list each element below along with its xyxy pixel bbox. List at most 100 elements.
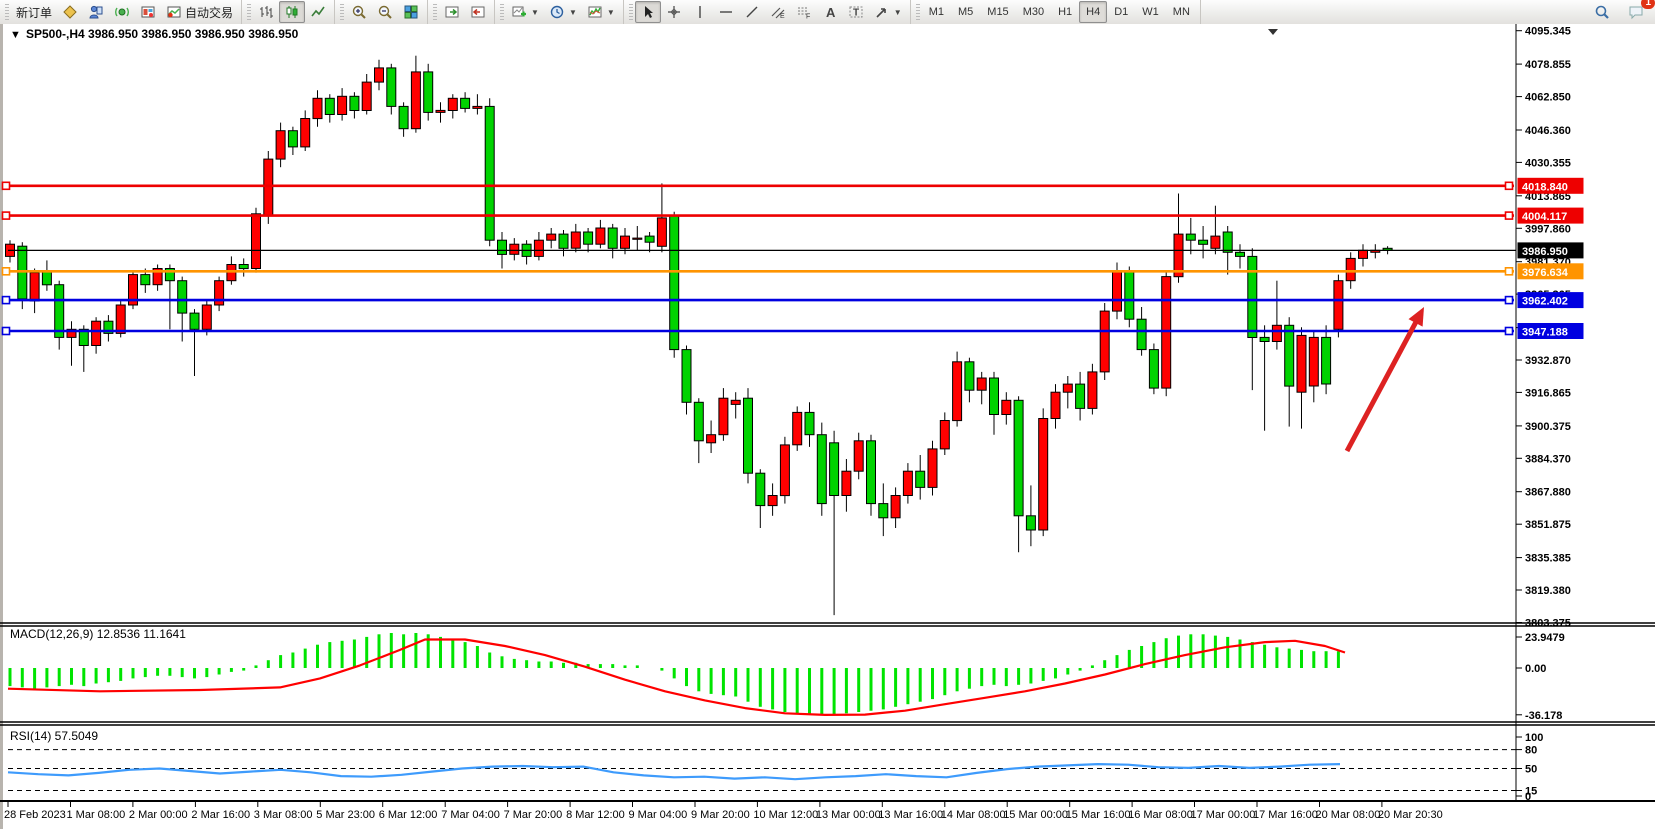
candle: [164, 268, 175, 282]
timeframe-D1-button[interactable]: D1: [1114, 6, 1129, 18]
price-levels[interactable]: [1, 181, 1517, 336]
line-anchor[interactable]: [1, 295, 11, 305]
auto-scroll-button[interactable]: [439, 1, 465, 23]
search-button[interactable]: [1589, 1, 1615, 23]
drag-handle[interactable]: [915, 4, 920, 20]
date-tick-label: 16 Mar 08:00: [1128, 809, 1193, 821]
collapse-triangle-icon[interactable]: ▼: [10, 29, 21, 41]
arrows-button[interactable]: ▼: [869, 1, 907, 23]
timeframe-M30-button[interactable]: M30: [1022, 6, 1045, 18]
candle: [324, 97, 335, 116]
text-button[interactable]: A: [817, 1, 843, 23]
chevron-down-icon[interactable]: ▼: [893, 7, 902, 17]
market-watch-button[interactable]: [57, 1, 83, 23]
candlestick-chart-icon: [286, 6, 298, 18]
navigator-button[interactable]: [109, 1, 135, 23]
candle: [1185, 233, 1196, 241]
line-anchor[interactable]: [1, 326, 11, 336]
line-chart-icon: [311, 6, 325, 17]
timeframe-M1-button[interactable]: M1: [928, 6, 944, 18]
rsi-line: [7, 762, 1341, 781]
candle: [300, 118, 311, 148]
line-anchor[interactable]: [1, 266, 11, 276]
macd-tick-label: 23.9479: [1525, 632, 1565, 644]
candle: [472, 105, 483, 109]
tile-windows-button[interactable]: [398, 1, 424, 23]
line-anchor[interactable]: [1504, 326, 1514, 336]
drag-handle[interactable]: [500, 4, 505, 20]
line-anchor[interactable]: [1504, 266, 1514, 276]
indicators-button[interactable]: ▼: [582, 1, 620, 23]
new-order-label: 新订单: [16, 5, 53, 20]
drag-handle[interactable]: [247, 4, 252, 20]
terminal-icon: [141, 6, 155, 18]
new-chart-icon: [512, 6, 527, 17]
crosshair-icon: [667, 6, 680, 18]
candle: [1001, 399, 1012, 415]
chat-button[interactable]: 1: [1623, 0, 1655, 23]
rsi-tick-label: 15: [1525, 786, 1537, 798]
drag-handle[interactable]: [628, 4, 633, 20]
candle: [681, 349, 692, 403]
terminal-button[interactable]: [135, 1, 161, 23]
equidistant-channel-icon: E: [771, 7, 785, 20]
chevron-down-icon[interactable]: ▼: [606, 7, 615, 17]
candle: [1075, 383, 1086, 409]
trend-arrow-annotation[interactable]: [1344, 307, 1424, 453]
macd-signal-line: [7, 638, 1346, 717]
chart-shift-marker[interactable]: [1268, 29, 1278, 35]
vertical-line-button[interactable]: [687, 1, 713, 23]
new-chart-button[interactable]: ▼: [506, 1, 544, 23]
zoom-in-button[interactable]: [346, 1, 372, 23]
line-anchor[interactable]: [1, 181, 11, 191]
date-tick-label: 17 Mar 00:00: [1191, 809, 1256, 821]
drag-handle[interactable]: [433, 4, 438, 20]
toolbar: 新订单 自动交易 ▼ ▼ ▼ E F A T ▼ M1 M5 M15 M30 H1 H4 D1 W1 MN 1: [0, 0, 1655, 25]
line-anchor[interactable]: [1, 211, 11, 220]
price-level-badge: [1517, 292, 1584, 309]
chart-shift-button[interactable]: [465, 1, 491, 23]
candle: [1358, 249, 1368, 259]
chart-canvas[interactable]: ▼ SP500-,H4 3986.950 3986.950 3986.950 39…: [0, 24, 1655, 829]
drag-handle[interactable]: [340, 4, 345, 20]
line-anchor[interactable]: [1504, 211, 1514, 220]
rsi-tick-label: 50: [1525, 764, 1537, 776]
horizontal-line-button[interactable]: [713, 1, 739, 23]
profiles-button[interactable]: ▼: [544, 1, 582, 23]
line-anchor[interactable]: [1504, 181, 1514, 191]
candle: [1038, 418, 1049, 531]
drag-handle[interactable]: [5, 4, 9, 20]
new-order-button[interactable]: 新订单: [11, 1, 57, 23]
line-anchor[interactable]: [1504, 295, 1514, 305]
crosshair-button[interactable]: [661, 1, 687, 23]
date-tick-label: 5 Mar 23:00: [316, 809, 375, 821]
time-axis[interactable]: 28 Feb 2023 1 Mar 08:00 2 Mar 00:00 2 Mar 1…: [0, 800, 1655, 821]
equidistant-channel-button[interactable]: E: [765, 1, 791, 23]
candle: [349, 95, 360, 112]
text-label-button[interactable]: T: [843, 1, 869, 23]
candlestick-chart-button[interactable]: [279, 1, 306, 23]
timeframe-MN-button[interactable]: MN: [1172, 6, 1190, 18]
timeframe-H4-button[interactable]: H4: [1079, 1, 1108, 23]
date-tick-label: 9 Mar 20:00: [691, 809, 750, 821]
timeframe-M15-button[interactable]: M15: [987, 6, 1009, 18]
price-axis[interactable]: 4095.345 4078.855 4062.850 4046.360 4030.355…: [1515, 24, 1584, 801]
candle: [1087, 371, 1098, 409]
candle: [1173, 233, 1184, 278]
auto-trading-button[interactable]: 自动交易: [161, 1, 238, 23]
timeframe-W1-button[interactable]: W1: [1142, 6, 1159, 18]
timeframe-M5-button[interactable]: M5: [958, 6, 974, 18]
cursor-button[interactable]: [634, 1, 661, 23]
zoom-out-button[interactable]: [372, 1, 398, 23]
bar-chart-button[interactable]: [253, 1, 279, 23]
cursor-icon: [644, 6, 653, 18]
timeframe-H1-button[interactable]: H1: [1058, 6, 1073, 18]
trend-line-button[interactable]: [739, 1, 765, 23]
data-window-button[interactable]: [83, 1, 109, 23]
candle: [91, 320, 102, 347]
line-chart-button[interactable]: [305, 1, 331, 23]
chevron-down-icon[interactable]: ▼: [531, 7, 539, 17]
fibonacci-button[interactable]: F: [791, 1, 817, 23]
chevron-down-icon[interactable]: ▼: [568, 7, 577, 17]
candle: [927, 448, 938, 488]
